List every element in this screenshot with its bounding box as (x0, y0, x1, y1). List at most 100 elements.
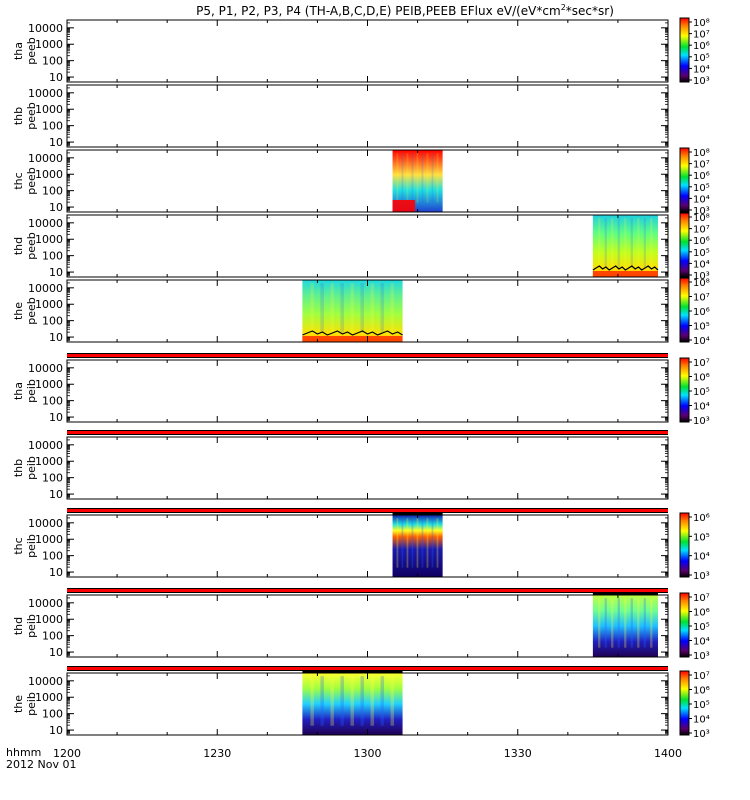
y-tick-label: 10 (49, 136, 63, 149)
spectrogram-streak (411, 153, 414, 203)
panel-frame (66, 514, 669, 578)
spacecraft-potential-trace (302, 330, 403, 336)
colorbar-tick-label: 10⁶ (693, 686, 710, 697)
y-tick-label: 10000 (28, 439, 63, 452)
panel-product-label: peib (25, 379, 38, 403)
spectrogram-streak (598, 218, 601, 268)
colorbar-tick-label: 10⁵ (693, 322, 710, 333)
panel-product-label: peib (25, 614, 38, 638)
panel-probe-label: the (12, 695, 25, 713)
figure-title: P5, P1, P2, P3, P4 (TH-A,B,C,D,E) PEIB,P… (196, 3, 614, 18)
spectrogram-streak (421, 518, 424, 568)
spectrogram-streak (350, 283, 354, 333)
spectrogram-streak (431, 153, 434, 203)
panel-product-label: peeb (25, 167, 38, 195)
spectrogram-streak (396, 518, 399, 568)
spectrogram-block (302, 280, 403, 342)
spectrogram-fill (392, 515, 443, 577)
y-tick-label: 10 (49, 488, 63, 501)
colorbar-tick-label: 10⁴ (693, 194, 710, 205)
panel-product-label: peeb (25, 102, 38, 130)
colorbar-tick-label: 10⁸ (693, 278, 710, 289)
colorbar-tick-label: 10⁴ (693, 552, 710, 563)
spectrogram-streak (396, 153, 399, 203)
spectrogram-hot-spot (392, 200, 416, 212)
y-tick-label: 10000 (28, 87, 63, 100)
spectrogram-streak (401, 153, 404, 203)
panel-probe-label: tha (12, 42, 25, 60)
y-tick-label: 100 (42, 472, 63, 485)
colorbar-tick-label: 10⁷ (693, 160, 710, 171)
spectrogram-streak (340, 283, 344, 333)
colorbar-tick-label: 10⁶ (693, 307, 710, 318)
y-tick-label: 1000 (35, 613, 63, 626)
colorbar-tick-label: 10⁵ (693, 622, 710, 633)
colorbar: 10³ 10⁴ 10⁵ 10⁶ 10⁷ (679, 670, 710, 740)
y-tick-label: 10000 (28, 597, 63, 610)
spectrogram-streak (421, 153, 424, 203)
spectrogram-streak (406, 153, 409, 203)
panel-probe-label: thb (12, 459, 25, 477)
colorbar: 10³ 10⁴ 10⁵ 10⁶ (679, 512, 710, 582)
y-tick-label: 10000 (28, 282, 63, 295)
spectrogram-streak (630, 598, 633, 648)
y-tick-label: 10000 (28, 217, 63, 230)
colorbar-gradient (679, 670, 690, 736)
y-tick-label: 10000 (28, 517, 63, 530)
y-tick-label: 1000 (35, 533, 63, 546)
panel-frame (66, 594, 669, 658)
spectrogram-low-energy-band (592, 271, 658, 277)
x-tick-label: 1330 (504, 747, 532, 760)
y-tick-label: 1000 (35, 38, 63, 51)
y-tick-label: 10000 (28, 22, 63, 35)
spectrogram-streak (330, 283, 334, 333)
spectrogram-streak (643, 218, 646, 268)
panel-product-label: peib (25, 534, 38, 558)
y-tick-label: 10 (49, 266, 63, 279)
spectrogram-streak (650, 598, 653, 648)
separator-bar (67, 509, 668, 512)
x-axis-date: 2012 Nov 01 (6, 758, 76, 771)
y-tick-label: 10 (49, 201, 63, 214)
colorbar-tick-label: 10⁴ (693, 402, 710, 413)
spectrogram-streak (611, 218, 614, 268)
spectrogram-streak (310, 676, 314, 726)
spectrogram-streak (406, 518, 409, 568)
spectrogram-streak (401, 518, 404, 568)
spectrogram-streak (390, 676, 395, 726)
y-tick-label: 10 (49, 71, 63, 84)
panel-product-label: peib (25, 692, 38, 716)
separator-bar (67, 431, 668, 434)
x-tick-label: 1300 (354, 747, 382, 760)
spectrogram-streak (350, 676, 354, 726)
colorbar-tick-label: 10⁴ (693, 64, 710, 75)
panel-product-label: peib (25, 456, 38, 480)
panel-probe-label: the (12, 302, 25, 320)
colorbar: 10⁴ 10⁵ 10⁶ 10⁷ 10⁸ (679, 277, 710, 347)
colorbar-tick-label: 10⁶ (693, 171, 710, 182)
colorbar-tick-label: 10⁶ (693, 373, 710, 384)
colorbar-tick-label: 10⁵ (693, 53, 710, 64)
spectrogram-block (302, 671, 403, 735)
y-tick-label: 1000 (35, 378, 63, 391)
spectrogram-streak (650, 218, 653, 268)
y-tick-label: 100 (42, 55, 63, 68)
colorbar-tick-label: 10⁴ (693, 336, 710, 347)
colorbar-tick-label: 10⁴ (693, 715, 710, 726)
panel-frame (66, 19, 669, 83)
colorbar-tick-label: 10⁷ (693, 358, 710, 369)
colorbar-tick-label: 10³ (693, 76, 710, 87)
spectrogram-streak (617, 598, 620, 648)
colorbar-tick-label: 10⁴ (693, 637, 710, 648)
x-tick-label: 1200 (53, 747, 81, 760)
spectrogram-streak (411, 518, 414, 568)
colorbar-tick-label: 10³ (693, 729, 710, 740)
colorbar-gradient (679, 212, 690, 278)
y-tick-label: 1000 (35, 168, 63, 181)
spectrogram-streak (330, 676, 334, 726)
colorbar-tick-label: 10⁵ (693, 183, 710, 194)
